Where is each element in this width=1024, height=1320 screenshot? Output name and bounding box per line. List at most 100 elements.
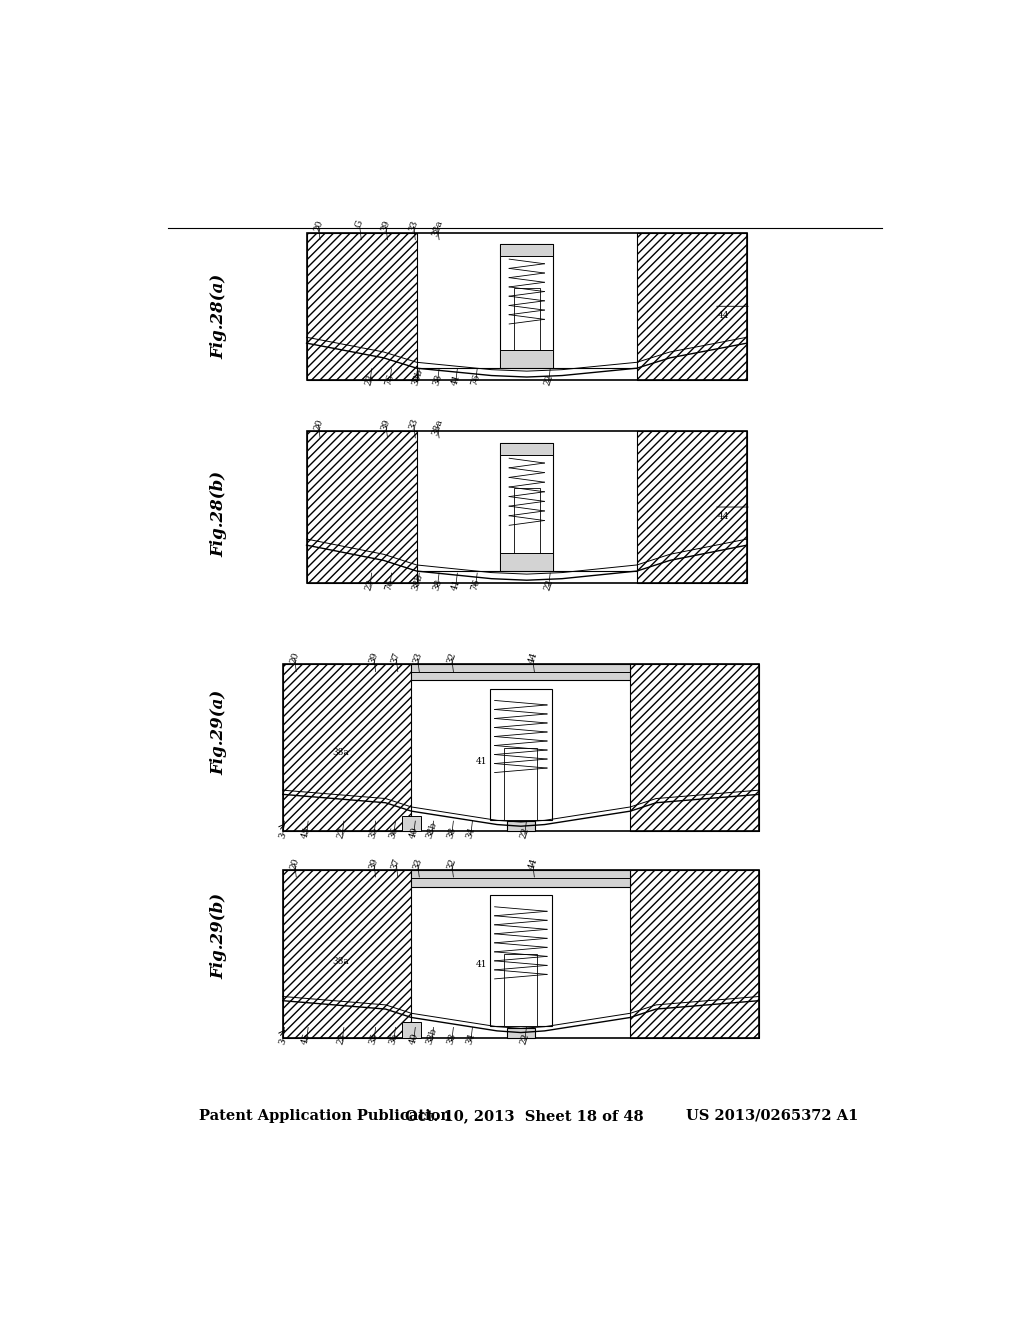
Bar: [401, 816, 421, 832]
Text: 40: 40: [408, 1032, 420, 1045]
Bar: [501, 444, 553, 455]
Text: 35: 35: [368, 1032, 380, 1045]
Bar: [631, 664, 759, 832]
Bar: [283, 870, 412, 1038]
Text: 3: 3: [278, 832, 288, 840]
Text: Fig.29(b): Fig.29(b): [211, 892, 227, 979]
Text: 23: 23: [364, 578, 376, 591]
Bar: [306, 430, 417, 583]
Text: 39: 39: [380, 219, 392, 234]
Text: 44: 44: [718, 312, 729, 321]
Text: 23: 23: [336, 1032, 348, 1045]
Text: 22: 22: [519, 826, 530, 840]
Bar: [514, 288, 540, 368]
Text: Patent Application Publication: Patent Application Publication: [200, 1109, 452, 1123]
Bar: [501, 444, 553, 572]
Text: 76: 76: [470, 578, 481, 591]
Text: 22: 22: [543, 578, 555, 591]
Text: 41: 41: [475, 960, 486, 969]
Text: 34: 34: [465, 1032, 477, 1045]
Bar: [306, 430, 748, 583]
Bar: [631, 870, 759, 1038]
Bar: [507, 1027, 536, 1038]
Bar: [501, 351, 553, 368]
Bar: [401, 1023, 421, 1038]
Text: 33: 33: [408, 219, 420, 232]
Bar: [507, 821, 536, 832]
Bar: [306, 232, 417, 380]
Bar: [637, 232, 748, 380]
Bar: [501, 244, 553, 256]
Text: 20: 20: [312, 219, 325, 234]
Text: 38b: 38b: [411, 368, 425, 387]
Bar: [306, 232, 417, 380]
Text: Fig.29(a): Fig.29(a): [211, 690, 227, 775]
Text: 37: 37: [390, 857, 402, 870]
Text: 45: 45: [300, 825, 312, 840]
Text: 76: 76: [384, 578, 396, 591]
Bar: [412, 664, 631, 680]
Text: 38: 38: [445, 1032, 458, 1045]
Text: 38b: 38b: [425, 1027, 439, 1045]
Text: Fig.28(b): Fig.28(b): [211, 471, 227, 557]
Text: 45: 45: [300, 1032, 312, 1045]
Bar: [489, 689, 552, 820]
Text: 76: 76: [384, 374, 396, 387]
Text: 3: 3: [278, 1038, 288, 1045]
Bar: [283, 870, 412, 1038]
Text: 76: 76: [470, 374, 481, 387]
Text: 34: 34: [465, 826, 477, 840]
Text: 44: 44: [718, 512, 729, 520]
Text: G: G: [354, 219, 366, 230]
Bar: [631, 870, 759, 1038]
Text: 37: 37: [390, 651, 402, 665]
Bar: [283, 664, 412, 832]
Text: 39: 39: [380, 417, 392, 432]
Bar: [637, 232, 748, 380]
Bar: [489, 895, 552, 1026]
Text: 41: 41: [450, 374, 462, 387]
Text: 38b: 38b: [425, 820, 439, 840]
Bar: [637, 430, 748, 583]
Text: 23: 23: [336, 826, 348, 840]
Text: 38a: 38a: [333, 748, 349, 758]
Text: 20: 20: [289, 857, 301, 870]
Text: 40: 40: [408, 826, 420, 840]
Text: 38a: 38a: [431, 219, 444, 238]
Text: 35: 35: [368, 826, 380, 840]
Text: 38: 38: [431, 374, 443, 387]
Text: 44: 44: [526, 651, 539, 665]
Text: US 2013/0265372 A1: US 2013/0265372 A1: [686, 1109, 858, 1123]
Text: 39: 39: [368, 651, 380, 665]
Bar: [504, 954, 538, 1026]
Text: 20: 20: [312, 417, 325, 432]
Bar: [631, 664, 759, 832]
Text: 32: 32: [445, 651, 458, 665]
Text: 39: 39: [368, 857, 380, 870]
Text: 41: 41: [475, 756, 486, 766]
Bar: [514, 488, 540, 572]
Bar: [501, 553, 553, 572]
Bar: [637, 430, 748, 583]
Bar: [412, 870, 631, 887]
Text: 38b: 38b: [411, 573, 425, 591]
Text: 41: 41: [450, 578, 462, 591]
Text: 33: 33: [408, 417, 420, 432]
Text: 32: 32: [445, 857, 458, 870]
Bar: [501, 244, 553, 368]
Text: 33: 33: [412, 857, 424, 870]
Text: 38a: 38a: [333, 957, 349, 966]
Bar: [306, 232, 748, 380]
Bar: [283, 664, 759, 832]
Text: Fig.28(a): Fig.28(a): [211, 273, 227, 359]
Text: 33: 33: [412, 651, 424, 665]
Bar: [504, 747, 538, 820]
Bar: [306, 430, 417, 583]
Text: 38: 38: [445, 826, 458, 840]
Text: Oct. 10, 2013  Sheet 18 of 48: Oct. 10, 2013 Sheet 18 of 48: [406, 1109, 644, 1123]
Text: 36: 36: [388, 1032, 400, 1045]
Text: 20: 20: [289, 651, 301, 665]
Bar: [283, 870, 759, 1038]
Text: 22: 22: [543, 374, 555, 387]
Text: 23: 23: [364, 374, 376, 387]
